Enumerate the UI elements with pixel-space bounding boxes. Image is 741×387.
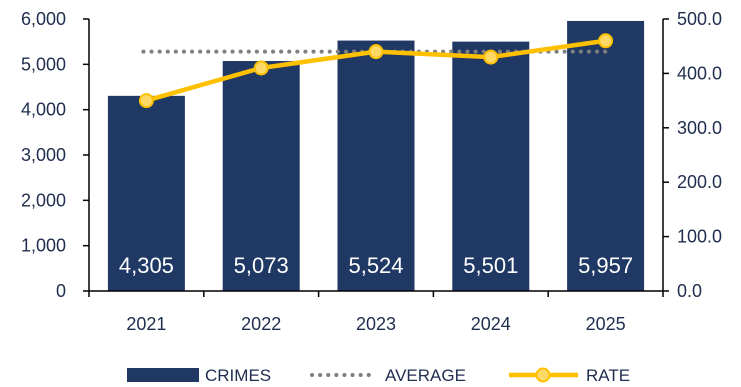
bar-2024 (452, 41, 530, 291)
bar-2023 (337, 40, 415, 291)
lines-layer (138, 33, 614, 109)
legend: CRIMES AVERAGE RATE (127, 366, 630, 385)
x-tick-label: 2024 (471, 314, 511, 334)
left-tick-label: 4,000 (21, 100, 66, 120)
x-tick-label: 2023 (356, 314, 396, 334)
right-tick-label: 200.0 (677, 172, 722, 192)
right-tick-label: 500.0 (677, 9, 722, 29)
right-tick-label: 100.0 (677, 227, 722, 247)
bar-2021 (107, 95, 185, 291)
legend-label-average: AVERAGE (385, 366, 466, 385)
x-tick-label: 2022 (241, 314, 281, 334)
rate-point-2022 (253, 60, 269, 76)
rate-point-2021 (138, 93, 154, 109)
right-tick-label: 0.0 (677, 281, 702, 301)
bar-value-label-2025: 5,957 (578, 253, 633, 278)
right-tick-label: 400.0 (677, 63, 722, 83)
left-tick-label: 0 (56, 281, 66, 301)
legend-label-crimes: CRIMES (205, 366, 271, 385)
rate-point-2024 (483, 49, 499, 65)
rate-point-2023 (368, 44, 384, 60)
legend-swatch-rate-marker (535, 367, 551, 383)
right-tick-label: 300.0 (677, 118, 722, 138)
x-tick-label: 2025 (586, 314, 626, 334)
left-tick-label: 2,000 (21, 190, 66, 210)
bar-2025 (567, 20, 645, 291)
left-tick-label: 6,000 (21, 9, 66, 29)
bar-2022 (222, 61, 300, 291)
bar-value-label-2024: 5,501 (463, 253, 518, 278)
x-tick-label: 2021 (126, 314, 166, 334)
left-tick-label: 3,000 (21, 145, 66, 165)
left-tick-label: 5,000 (21, 54, 66, 74)
bar-value-label-2023: 5,524 (348, 253, 403, 278)
bars-layer (107, 20, 645, 291)
bar-labels-layer: 4,305 5,073 5,524 5,501 5,957 (119, 253, 633, 278)
bar-value-label-2021: 4,305 (119, 253, 174, 278)
axes-layer: 0 1,000 2,000 3,000 4,000 5,000 6,000 0.0 100.0 2… (21, 9, 722, 334)
bar-value-label-2022: 5,073 (234, 253, 289, 278)
rate-point-2025 (598, 33, 614, 49)
legend-label-rate: RATE (586, 366, 630, 385)
left-tick-label: 1,000 (21, 236, 66, 256)
legend-swatch-crimes (127, 368, 199, 382)
